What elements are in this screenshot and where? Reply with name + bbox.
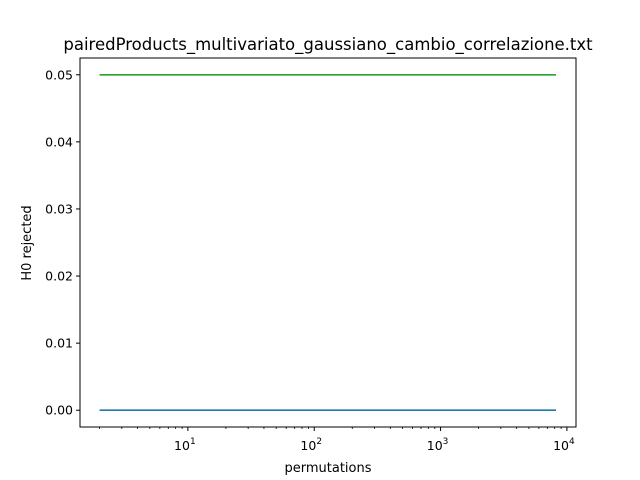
y-tick-label: 0.01 — [45, 336, 73, 351]
x-tick-label: 104 — [553, 437, 575, 453]
x-tick-label: 102 — [300, 437, 322, 453]
plot-frame — [79, 57, 577, 428]
chart-title: pairedProducts_multivariato_gaussiano_ca… — [63, 35, 593, 55]
y-tick-label: 0.05 — [45, 67, 73, 82]
ticks-layer: 0.00 0.01 0.02 0.03 0.04 0.05 101 102 103 104 — [45, 67, 575, 453]
y-tick-label: 0.00 — [45, 403, 73, 418]
x-axis-label: permutations — [284, 461, 371, 476]
x-tick-label: 101 — [174, 437, 196, 453]
series-layer — [99, 73, 556, 412]
y-axis-label: H0 rejected — [20, 205, 35, 280]
y-tick-label: 0.04 — [45, 134, 73, 149]
y-tick-label: 0.02 — [45, 269, 73, 284]
x-tick-label: 103 — [427, 437, 449, 453]
y-tick-label: 0.03 — [45, 201, 73, 216]
